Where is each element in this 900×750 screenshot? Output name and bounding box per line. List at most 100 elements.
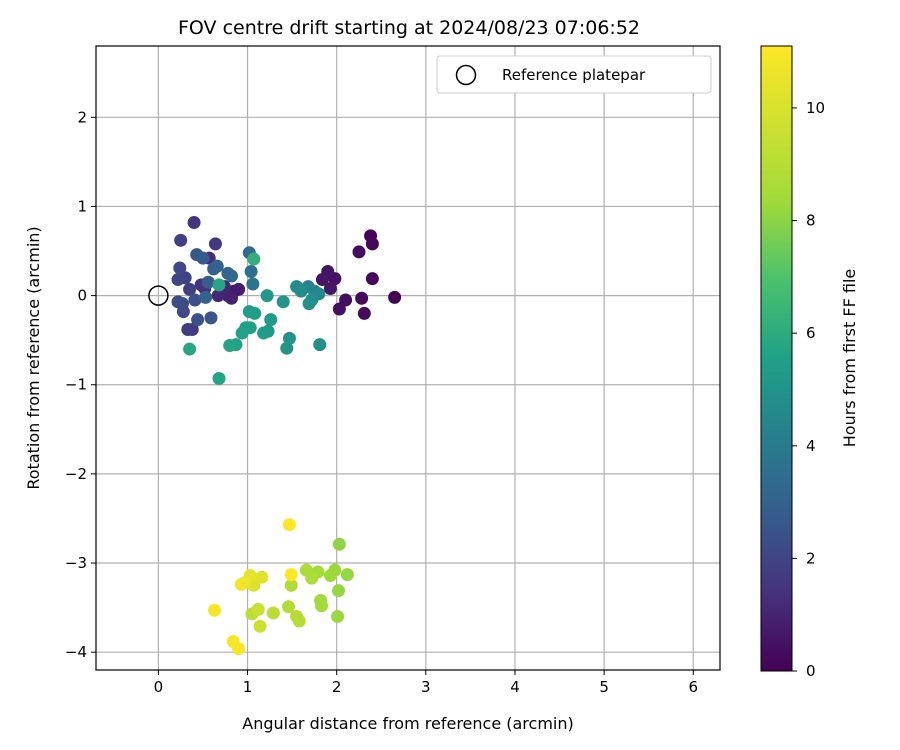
data-point	[232, 282, 246, 296]
y-tick-label: 1	[77, 197, 87, 215]
data-point	[181, 322, 195, 336]
data-point	[247, 252, 261, 266]
data-point	[188, 293, 202, 307]
data-point	[187, 216, 201, 230]
data-point	[299, 563, 313, 577]
data-point	[176, 305, 190, 319]
y-axis-ticks: 2 1 0 −1 −2 −3 −4	[65, 108, 96, 661]
colorbar-tick-label: 8	[806, 212, 816, 230]
data-point	[365, 237, 379, 251]
data-point	[294, 284, 308, 298]
x-tick-label: 4	[510, 678, 520, 696]
data-point	[196, 251, 210, 265]
legend: Reference platepar	[436, 55, 712, 94]
y-tick-label: −3	[65, 554, 87, 572]
legend-box	[436, 55, 712, 94]
data-point	[282, 518, 296, 532]
data-point	[210, 259, 224, 273]
data-point	[235, 326, 249, 340]
colorbar: 0 2 4 6 8 10 Hours from first FF file	[760, 45, 859, 680]
grid	[96, 46, 720, 670]
data-point	[282, 600, 296, 614]
colorbar-ticks: 0 2 4 6 8 10	[792, 99, 825, 680]
chart-title: FOV centre drift starting at 2024/08/23 …	[178, 17, 640, 39]
x-axis-ticks: 0 1 2 3 4 5 6	[154, 670, 698, 696]
data-point	[331, 610, 345, 624]
data-point	[260, 289, 274, 303]
y-tick-label: −4	[65, 643, 87, 661]
x-tick-label: 5	[599, 678, 609, 696]
data-point	[315, 599, 329, 613]
data-point	[212, 372, 226, 386]
data-point	[388, 290, 402, 304]
x-tick-label: 6	[688, 678, 698, 696]
data-point	[201, 275, 215, 289]
data-point	[171, 295, 185, 309]
data-point	[183, 282, 197, 296]
data-point	[355, 291, 369, 305]
x-tick-label: 1	[243, 678, 253, 696]
colorbar-gradient	[760, 45, 793, 672]
data-point	[199, 290, 213, 304]
y-axis-label: Rotation from reference (arcmin)	[24, 226, 43, 489]
data-point	[323, 569, 337, 583]
plot-frame	[95, 45, 721, 671]
y-tick-label: −2	[65, 465, 87, 483]
colorbar-tick-label: 0	[806, 662, 816, 680]
data-point	[284, 578, 298, 592]
colorbar-tick-label: 10	[806, 99, 825, 117]
data-points	[171, 216, 402, 656]
data-point	[223, 339, 237, 353]
data-point	[224, 269, 238, 283]
data-point	[211, 289, 225, 303]
data-point	[332, 537, 346, 551]
y-tick-label: −1	[65, 376, 87, 394]
colorbar-tick-label: 4	[806, 437, 816, 455]
data-point	[208, 603, 222, 617]
data-point	[242, 305, 256, 319]
data-point	[208, 237, 222, 251]
data-point	[234, 577, 248, 591]
data-point	[313, 338, 327, 352]
data-point	[302, 297, 316, 311]
data-point	[276, 295, 290, 309]
data-point	[352, 245, 366, 259]
data-point	[232, 642, 246, 656]
data-point	[340, 568, 354, 582]
data-point	[246, 277, 260, 291]
y-tick-label: 0	[77, 287, 87, 305]
data-point	[204, 311, 218, 325]
data-point	[365, 272, 379, 286]
legend-label: Reference platepar	[502, 66, 646, 84]
data-point	[280, 341, 294, 355]
data-point	[224, 291, 238, 305]
data-point	[171, 273, 185, 287]
data-point	[253, 619, 267, 633]
data-point	[292, 614, 306, 628]
x-tick-label: 2	[332, 678, 342, 696]
data-point	[257, 326, 271, 340]
data-point	[212, 278, 226, 292]
data-point	[174, 233, 188, 247]
x-axis-label: Angular distance from reference (arcmin)	[242, 714, 573, 733]
data-point	[332, 302, 346, 316]
legend-marker-icon	[455, 64, 477, 86]
data-point	[255, 570, 269, 584]
data-point	[266, 606, 280, 620]
data-point	[264, 313, 278, 327]
data-point	[315, 273, 329, 287]
data-point	[323, 281, 337, 295]
data-point	[284, 568, 298, 582]
data-point	[282, 331, 296, 345]
x-tick-label: 3	[421, 678, 431, 696]
colorbar-tick-label: 2	[806, 549, 816, 567]
plot-background	[96, 46, 720, 670]
colorbar-tick-label: 6	[806, 324, 816, 342]
data-point	[244, 265, 258, 279]
data-point	[357, 306, 371, 320]
data-point	[191, 313, 205, 327]
data-point	[173, 261, 187, 275]
colorbar-label: Hours from first FF file	[840, 269, 859, 448]
data-point	[331, 584, 345, 598]
